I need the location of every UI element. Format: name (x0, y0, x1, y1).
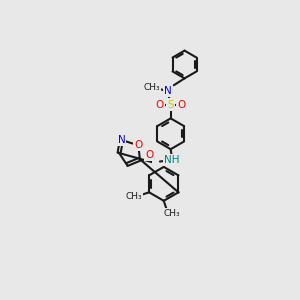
FancyBboxPatch shape (178, 101, 184, 108)
Text: NH: NH (164, 155, 180, 165)
FancyBboxPatch shape (167, 101, 175, 108)
FancyBboxPatch shape (118, 137, 124, 143)
Text: N: N (118, 135, 125, 145)
FancyBboxPatch shape (135, 142, 141, 148)
Text: CH₃: CH₃ (163, 209, 180, 218)
Text: CH₃: CH₃ (144, 83, 160, 92)
Text: CH₃: CH₃ (125, 192, 142, 201)
Text: S: S (167, 100, 174, 110)
FancyBboxPatch shape (146, 152, 152, 158)
Text: O: O (145, 150, 153, 160)
Text: O: O (177, 100, 186, 110)
Text: N: N (164, 86, 172, 96)
Text: O: O (156, 100, 164, 110)
FancyBboxPatch shape (167, 156, 178, 164)
FancyBboxPatch shape (152, 160, 158, 166)
FancyBboxPatch shape (164, 88, 172, 95)
FancyBboxPatch shape (157, 101, 163, 108)
Text: O: O (134, 140, 142, 150)
